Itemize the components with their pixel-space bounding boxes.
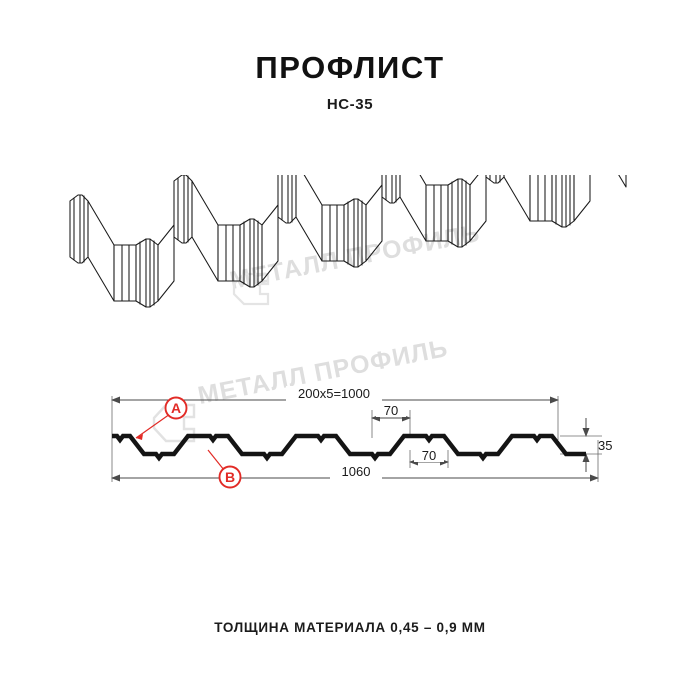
callout-b: B xyxy=(207,449,242,489)
callout-a: A xyxy=(135,396,188,440)
dimension-label-pitch-total: 200x5=1000 xyxy=(298,386,370,401)
material-thickness-note: ТОЛЩИНА МАТЕРИАЛА 0,45 – 0,9 ММ xyxy=(214,620,486,635)
page-subtitle-model-code: НС-35 xyxy=(326,96,374,113)
dimension-label-height: 35 xyxy=(598,438,612,453)
callout-label-a: A xyxy=(171,400,181,416)
header: ПРОФЛИСТ НС-35 xyxy=(0,52,700,113)
dimension-label-top-flange: 70 xyxy=(384,403,398,418)
dimension-bottom-flange: 70 xyxy=(409,448,449,466)
dimension-label-bottom-flange: 70 xyxy=(422,448,436,463)
perspective-view-figure xyxy=(62,175,642,320)
page-title: ПРОФЛИСТ xyxy=(255,50,445,85)
dimension-pitch-total: 200x5=1000 xyxy=(111,386,559,404)
dimension-top-flange: 70 xyxy=(371,403,411,422)
profile-outline xyxy=(112,433,586,462)
dimension-height: 35 xyxy=(582,418,612,472)
cross-section-figure: 200x5=1000 1060 70 70 35 xyxy=(90,378,630,508)
dimension-label-overall-width: 1060 xyxy=(342,464,371,479)
callout-label-b: B xyxy=(225,469,235,485)
dimension-overall-width: 1060 xyxy=(111,464,599,482)
